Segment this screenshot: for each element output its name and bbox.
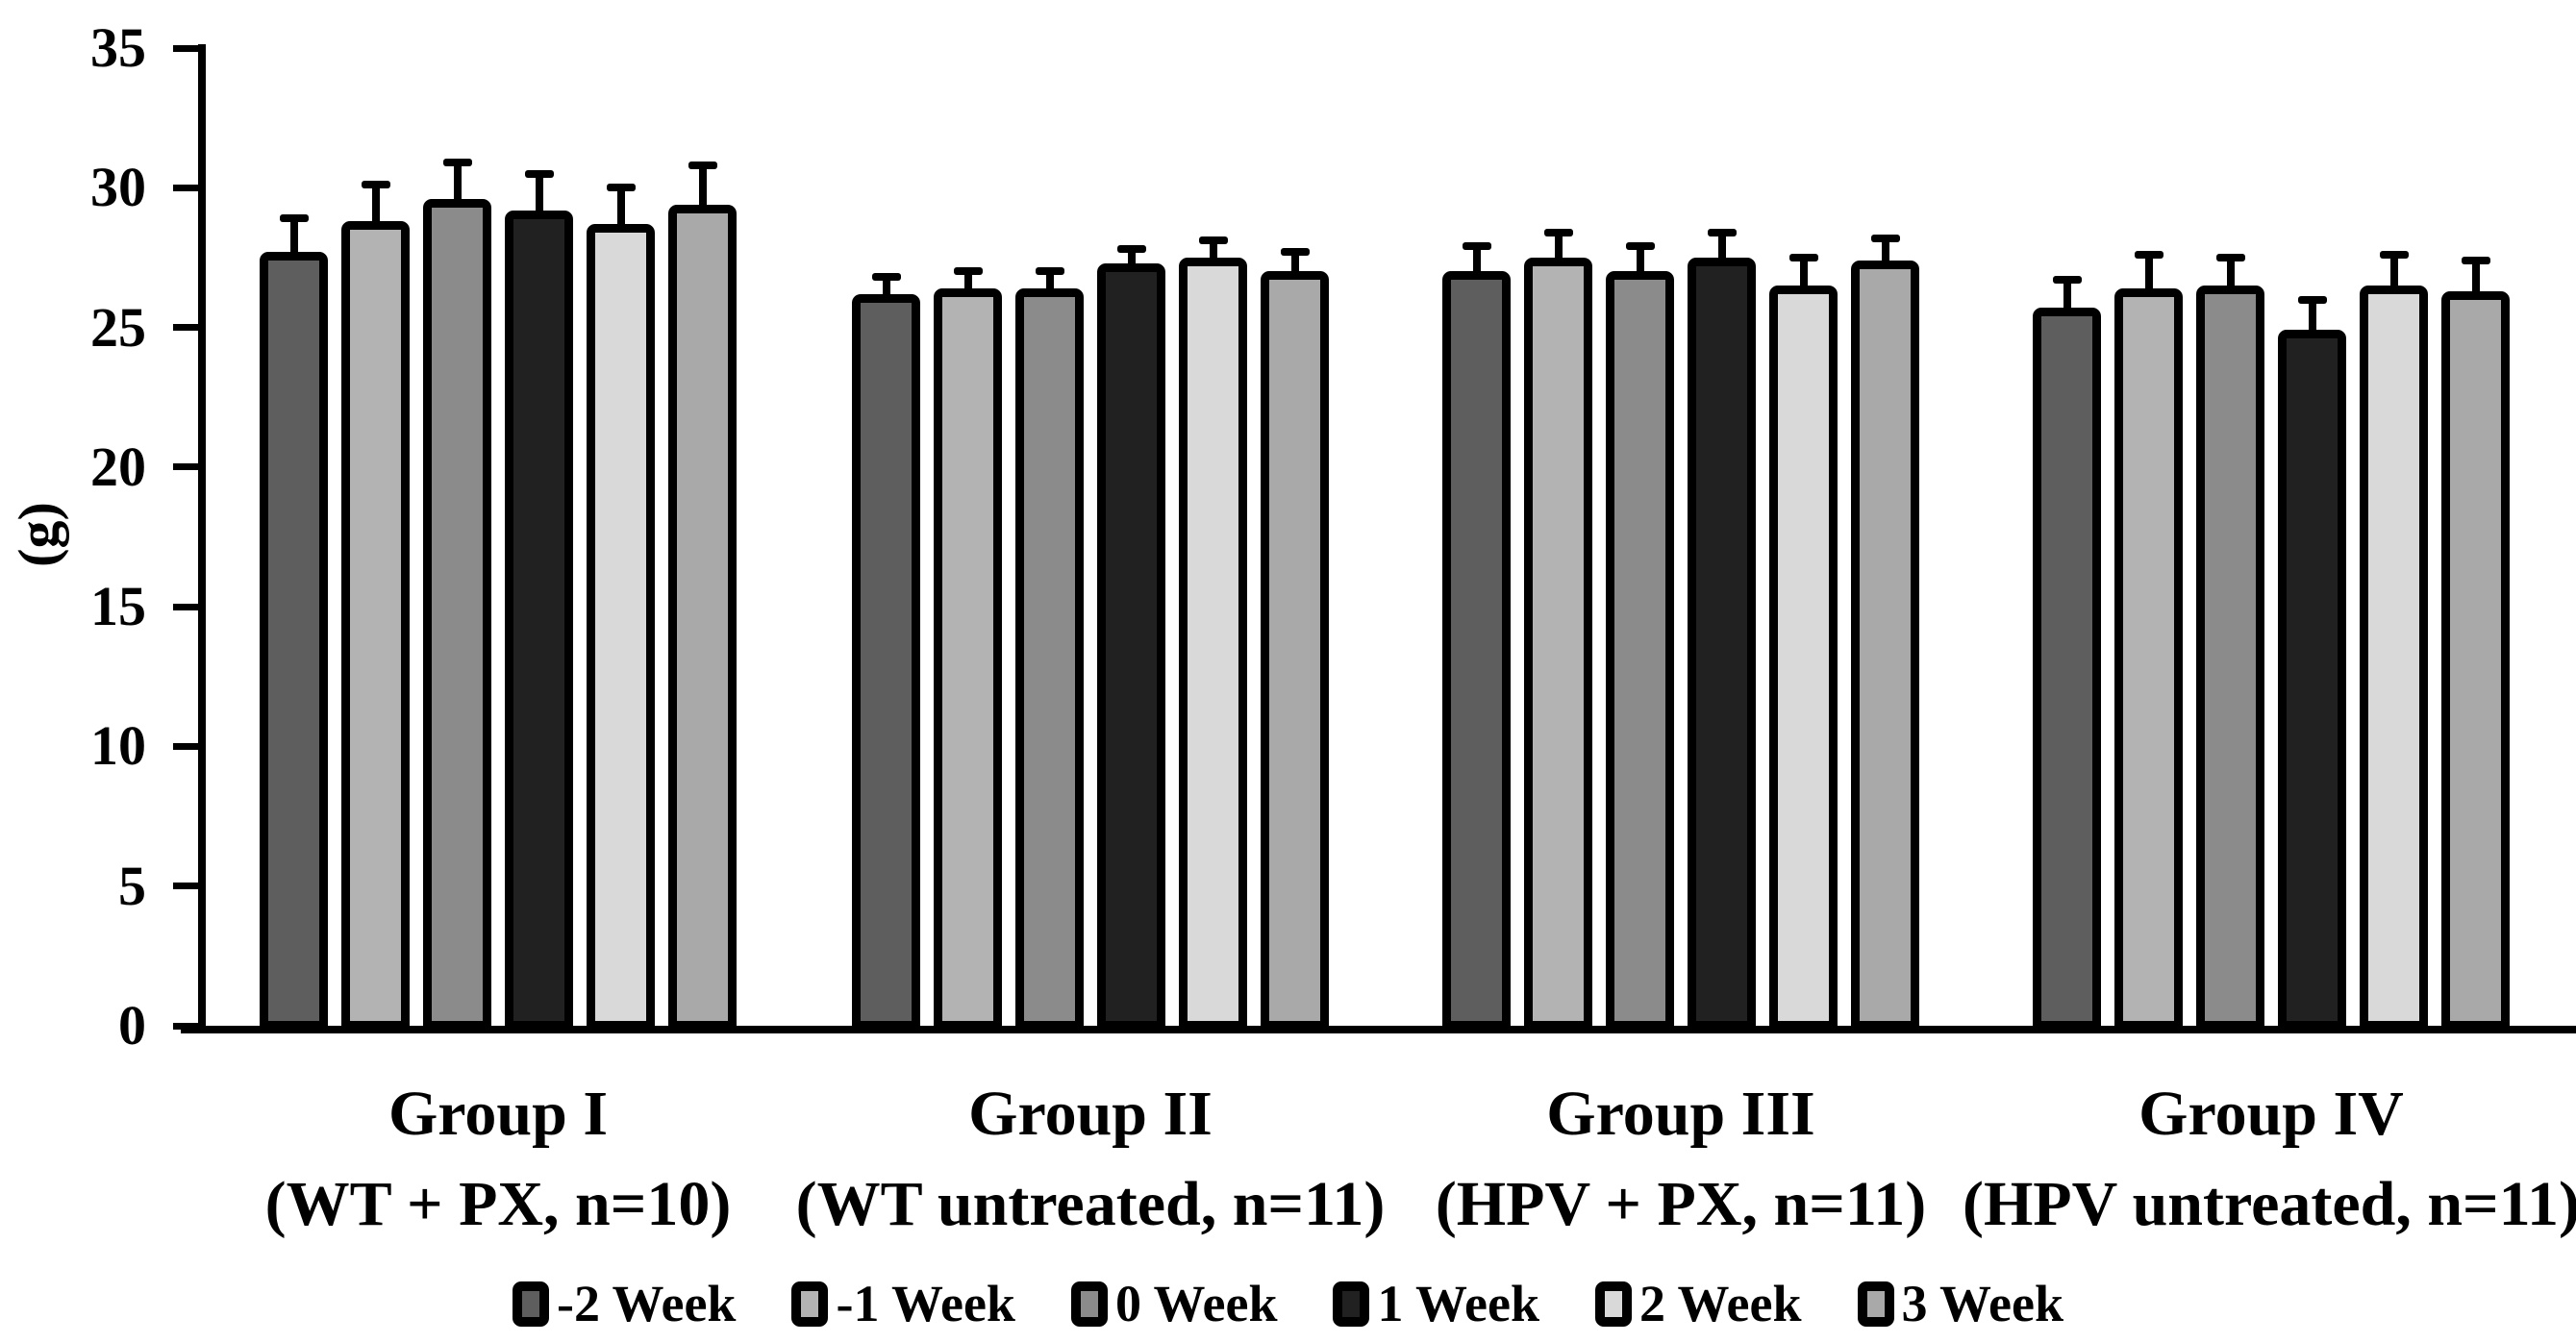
error-bar-stem [536,174,543,220]
legend-label: 1 Week [1377,1275,1539,1332]
bar-1-week-group-4 [2278,330,2346,1030]
bar-1-week-group-3 [1688,258,1756,1030]
error-bar-stem [290,218,298,261]
error-bar-stem [2145,255,2153,298]
error-bar-stem [1800,258,1808,295]
group-label-line2: (WT untreated, n=11) [795,1169,1386,1239]
error-bar-stem [1718,233,1726,267]
bar-0-week-group-3 [1606,271,1674,1030]
bar-2-week-group-2 [1179,258,1247,1030]
error-bar-stem [1046,271,1054,298]
y-tick-mark [173,45,199,52]
error-bar-stem [1473,246,1481,281]
bar-1-week-group-2 [1097,263,1165,1030]
error-bar-stem [1128,249,1136,273]
bar--2-week-group-1 [260,252,328,1030]
legend-label: 3 Week [1901,1275,2064,1332]
group-label: Group III (HPV + PX, n=11) [1315,1069,2046,1250]
legend-label: -1 Week [836,1275,1015,1332]
error-bar-stem [1555,233,1563,267]
legend-swatch-icon [791,1281,829,1327]
y-tick-mark [173,604,199,610]
y-tick-mark [173,185,199,191]
bar--1-week-group-3 [1524,258,1592,1030]
y-tick-label: 5 [118,855,146,917]
group-label: Group II (WT untreated, n=11) [725,1069,1456,1250]
bar-2-week-group-3 [1769,286,1838,1030]
error-bar-stem [2390,255,2398,295]
legend-item: -1 Week [791,1275,1015,1332]
legend-swatch-icon [1857,1281,1894,1327]
bar--2-week-group-3 [1442,271,1511,1030]
group-label-line2: (WT + PX, n=10) [264,1169,732,1239]
error-bar-stem [883,277,890,304]
group-label-line1: Group I [388,1079,609,1149]
error-bar-stem [2063,280,2071,317]
bar--1-week-group-1 [341,221,410,1030]
error-bar-stem [1637,246,1644,281]
group-label-line2: (HPV + PX, n=11) [1435,1169,1927,1239]
error-bar-stem [2309,300,2316,339]
bar-0-week-group-1 [423,199,491,1030]
legend-item: 1 Week [1333,1275,1539,1332]
legend-item: 0 Week [1070,1275,1278,1332]
legend-item: -2 Week [512,1275,737,1332]
bar-3-week-group-1 [668,205,737,1030]
bar--1-week-group-4 [2114,288,2183,1030]
error-bar-stem [454,162,462,209]
group-label-line2: (HPV untreated, n=11) [1962,1169,2576,1239]
legend-label: 0 Week [1114,1275,1278,1332]
bar-3-week-group-2 [1261,271,1329,1030]
y-tick-mark [173,463,199,470]
legend-swatch-icon [1595,1281,1632,1327]
legend-item: 2 Week [1595,1275,1802,1332]
y-tick-label: 30 [90,156,146,218]
bar--2-week-group-4 [2033,308,2101,1030]
y-tick-label: 15 [90,575,146,637]
error-bar-stem [1291,252,1299,281]
legend-swatch-icon [1070,1281,1108,1327]
group-label-line1: Group III [1546,1079,1815,1149]
y-axis-line [198,44,206,1033]
group-label: Group IV (HPV untreated, n=11) [1906,1069,2576,1250]
x-axis-line [181,1026,2576,1033]
bar--1-week-group-2 [934,288,1002,1030]
error-bar-stem [372,185,380,231]
y-tick-mark [173,883,199,889]
bar-0-week-group-2 [1015,288,1084,1030]
legend-label: -2 Week [556,1275,737,1332]
y-tick-mark [173,324,199,331]
bar-2-week-group-1 [587,224,655,1030]
error-bar-stem [699,165,707,214]
y-tick-label: 35 [90,16,146,79]
bar--2-week-group-2 [852,294,920,1030]
error-bar-stem [964,271,972,298]
y-tick-mark [173,1023,199,1030]
error-bar-stem [617,187,625,234]
y-tick-label: 10 [90,714,146,777]
error-bar-stem [1882,238,1889,270]
y-tick-label: 25 [90,296,146,359]
legend-swatch-icon [1333,1281,1370,1327]
group-label: Group I (WT + PX, n=10) [133,1069,863,1250]
group-label-line1: Group II [968,1079,1213,1149]
legend: -2 Week -1 Week 0 Week 1 Week 2 Week 3 Week [0,1275,2576,1332]
error-bar-stem [2472,261,2480,301]
bar-3-week-group-3 [1851,261,1919,1030]
y-tick-label: 20 [90,435,146,498]
legend-swatch-icon [512,1281,549,1327]
legend-label: 2 Week [1639,1275,1802,1332]
bar-2-week-group-4 [2360,286,2428,1030]
legend-item: 3 Week [1857,1275,2064,1332]
bar-1-week-group-1 [505,211,573,1030]
error-bar-stem [1210,240,1217,267]
y-tick-label: 0 [118,994,146,1057]
y-tick-mark [173,743,199,750]
group-label-line1: Group IV [2138,1079,2404,1149]
error-bar-stem [2227,258,2235,295]
bar-3-week-group-4 [2441,291,2510,1030]
bar-0-week-group-4 [2196,286,2264,1030]
